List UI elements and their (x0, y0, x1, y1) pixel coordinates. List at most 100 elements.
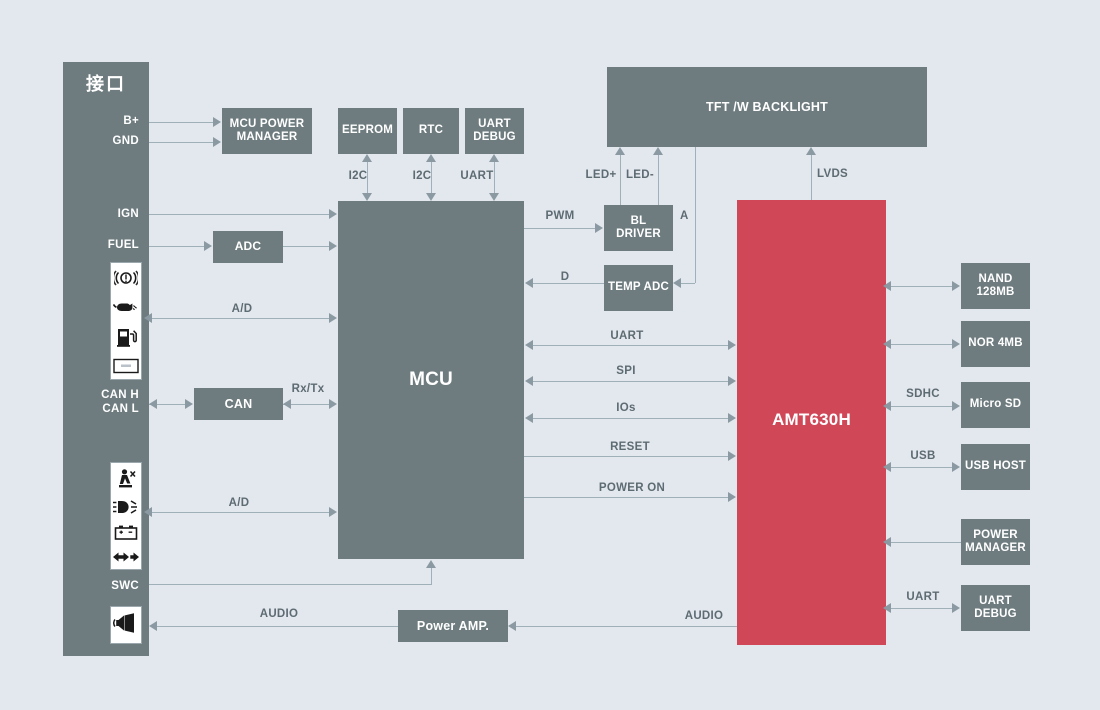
label-ad-indicators: A/D (228, 497, 250, 509)
block-uart-debug-left[interactable]: UART DEBUG (465, 108, 524, 154)
arrow-lvds (806, 147, 816, 155)
conn-gnd (149, 142, 214, 143)
label-pwm: PWM (545, 210, 575, 222)
arrow-uart-debug-down (489, 193, 499, 201)
arrow-ign (329, 209, 337, 219)
arrow-gnd (213, 137, 221, 147)
arrow-usb-right (952, 462, 960, 472)
arrow-ad-indicators-left (144, 507, 152, 517)
conn-d-temp (533, 283, 604, 284)
block-adc[interactable]: ADC (213, 231, 283, 263)
arrow-power-manager (883, 537, 891, 547)
label-audio-left: AUDIO (259, 608, 299, 620)
conn-nand (891, 286, 957, 287)
arrow-ad-indicators-right (329, 507, 337, 517)
arrow-audio-right (508, 621, 516, 631)
conn-ad-indicators (149, 512, 330, 513)
conn-lvds (811, 152, 812, 200)
label-spi-bus: SPI (616, 365, 636, 377)
arrow-ad-sensors-right (329, 313, 337, 323)
block-eeprom[interactable]: EEPROM (338, 108, 397, 154)
conn-usb (891, 467, 957, 468)
arrow-bplus (213, 117, 221, 127)
speaker-icon (113, 611, 139, 640)
label-i2c-rtc: I2C (412, 170, 432, 182)
battery-icon (112, 524, 140, 541)
arrow-can-mcu-right (329, 399, 337, 409)
conn-adc-mcu (283, 246, 330, 247)
conn-ign (149, 214, 330, 215)
conn-i2c-eeprom (367, 158, 368, 198)
conn-sdhc (891, 406, 957, 407)
label-power-on-bus: POWER ON (598, 482, 666, 494)
speaker-icon-box (110, 606, 142, 644)
arrow-sdhc-right (952, 401, 960, 411)
arrow-ios-bus-left (525, 413, 533, 423)
conn-uart-right (891, 608, 957, 609)
conn-ios-bus (533, 418, 729, 419)
headlight-icon (112, 499, 140, 515)
block-can[interactable]: CAN (194, 388, 283, 420)
arrow-nor-right (952, 339, 960, 349)
block-tft-backlight[interactable]: TFT /W BACKLIGHT (607, 67, 927, 147)
conn-a-h (681, 283, 695, 284)
label-uart-right: UART (906, 591, 940, 603)
pin-label-swc: SWC (111, 580, 139, 592)
pin-label-gnd: GND (112, 135, 139, 147)
conn-led-minus (658, 152, 659, 205)
arrow-led-minus (653, 147, 663, 155)
oil-pressure-icon (113, 298, 139, 316)
conn-uart-debug (494, 158, 495, 198)
arrow-spi-bus-left (525, 376, 533, 386)
block-mcu[interactable]: MCU (338, 201, 524, 559)
arrow-pwm (595, 223, 603, 233)
label-audio-right: AUDIO (684, 610, 724, 622)
arrow-usb-left (883, 462, 891, 472)
label-ad-sensors: A/D (231, 303, 253, 315)
label-rx-tx: Rx/Tx (291, 383, 325, 395)
conn-led-plus (620, 152, 621, 205)
arrow-d-temp (525, 278, 533, 288)
block-nor[interactable]: NOR 4MB (961, 321, 1030, 367)
conn-spi-bus (533, 381, 729, 382)
block-micro-sd[interactable]: Micro SD (961, 382, 1030, 428)
block-nand[interactable]: NAND 128MB (961, 263, 1030, 309)
block-usb-host[interactable]: USB HOST (961, 444, 1030, 490)
interface-panel-title: 接口 (86, 74, 126, 94)
block-temp-adc[interactable]: TEMP ADC (604, 265, 673, 311)
arrow-sdhc-left (883, 401, 891, 411)
arrow-uart-debug-up (489, 154, 499, 162)
pin-label-fuel: FUEL (107, 239, 139, 251)
arrow-ad-sensors-left (144, 313, 152, 323)
label-ios-bus: IOs (616, 402, 636, 414)
pin-label-canh: CAN H (101, 389, 139, 401)
label-led-plus: LED+ (585, 169, 617, 181)
block-power-amp[interactable]: Power AMP. (398, 610, 508, 642)
turn-signal-icon (112, 550, 140, 564)
seatbelt-icon (115, 468, 137, 490)
pin-label-canl: CAN L (102, 403, 139, 415)
indicator-icon-stack-top (110, 262, 142, 380)
label-uart-bus: UART (610, 330, 644, 342)
arrow-nand-left (883, 281, 891, 291)
block-rtc[interactable]: RTC (403, 108, 459, 154)
block-mcu-power-manager[interactable]: MCU POWER MANAGER (222, 108, 312, 154)
label-reset-bus: RESET (610, 441, 650, 453)
block-bl-driver[interactable]: BL DRIVER (604, 205, 673, 251)
arrow-a-temp (673, 278, 681, 288)
arrow-audio-left (149, 621, 157, 631)
arrow-nand-right (952, 281, 960, 291)
block-power-manager[interactable]: POWER MANAGER (961, 519, 1030, 565)
conn-uart-bus (533, 345, 729, 346)
arrow-can-iface-left (149, 399, 157, 409)
conn-a-v (695, 147, 696, 283)
block-amt630h[interactable]: AMT630H (737, 200, 886, 645)
block-uart-debug-right[interactable]: UART DEBUG (961, 585, 1030, 631)
arrow-reset-bus (728, 451, 736, 461)
conn-reset-bus (524, 456, 729, 457)
indicator-icon-stack-bottom (110, 462, 142, 570)
arrow-i2c-rtc-up (426, 154, 436, 162)
arrow-adc-mcu (329, 241, 337, 251)
conn-bplus (149, 122, 214, 123)
